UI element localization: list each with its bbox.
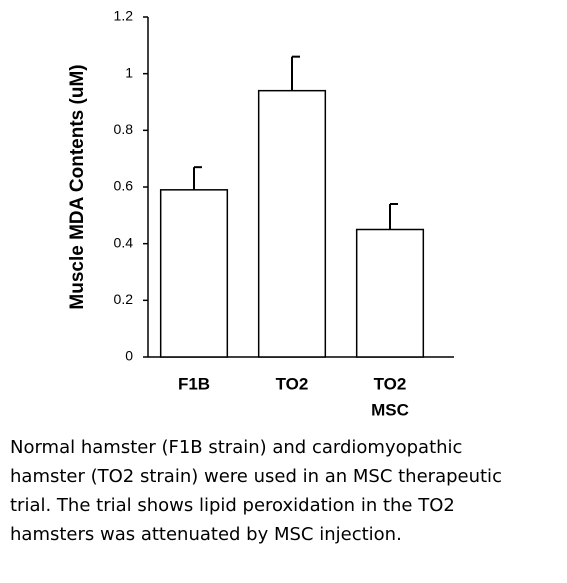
y-tick-label: 0.6 (114, 178, 134, 194)
caption-line: Normal hamster (F1B strain) and cardiomy… (10, 437, 462, 458)
y-tick-label: 0.2 (114, 291, 134, 307)
y-tick-label: 1 (125, 64, 133, 80)
y-tick-label: 1.2 (114, 8, 134, 24)
y-axis-label: Muscle MDA Contents (uM) (67, 64, 88, 309)
y-tick-label: 0.4 (114, 234, 134, 250)
y-tick-label: 0.8 (114, 121, 134, 137)
bar (257, 89, 327, 358)
bar (159, 189, 229, 358)
x-tick-label: MSC (371, 400, 409, 419)
x-tick-label: F1B (178, 374, 210, 393)
caption-line: hamster (TO2 strain) were used in an MSC… (10, 466, 502, 487)
caption-line: hamsters was attenuated by MSC injection… (10, 524, 402, 545)
y-tick-label: 0 (125, 348, 133, 364)
x-tick-label: TO2 (276, 374, 309, 393)
x-tick-label: TO2 (374, 374, 407, 393)
bar (355, 228, 425, 358)
caption-line: trial. The trial shows lipid peroxidatio… (10, 495, 455, 516)
